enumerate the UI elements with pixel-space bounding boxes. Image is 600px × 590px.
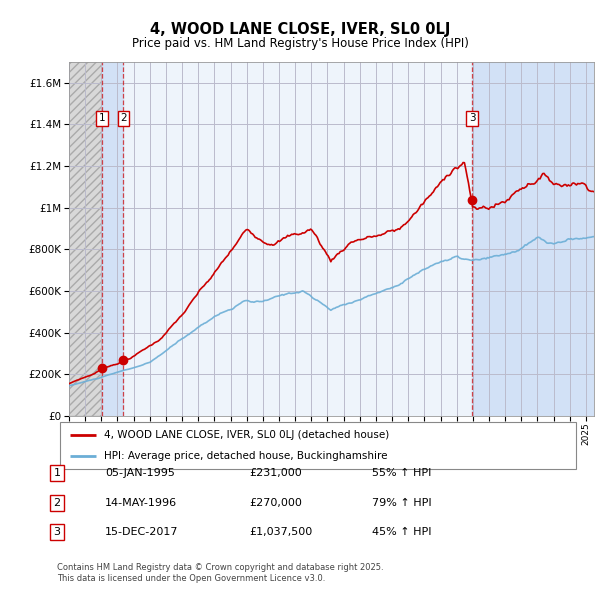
Text: £231,000: £231,000 bbox=[249, 468, 302, 478]
Text: 3: 3 bbox=[53, 527, 61, 537]
Text: 3: 3 bbox=[469, 113, 476, 123]
Bar bbox=[101, 62, 124, 416]
Bar bbox=[69, 62, 101, 416]
Text: 1: 1 bbox=[53, 468, 61, 478]
Text: 1: 1 bbox=[98, 113, 105, 123]
Text: 2: 2 bbox=[120, 113, 127, 123]
Text: 2: 2 bbox=[53, 498, 61, 507]
Text: 4, WOOD LANE CLOSE, IVER, SL0 0LJ: 4, WOOD LANE CLOSE, IVER, SL0 0LJ bbox=[150, 22, 450, 37]
Text: Contains HM Land Registry data © Crown copyright and database right 2025.: Contains HM Land Registry data © Crown c… bbox=[57, 563, 383, 572]
Text: This data is licensed under the Open Government Licence v3.0.: This data is licensed under the Open Gov… bbox=[57, 574, 325, 583]
Text: 79% ↑ HPI: 79% ↑ HPI bbox=[372, 498, 431, 507]
Text: 14-MAY-1996: 14-MAY-1996 bbox=[105, 498, 177, 507]
Text: Price paid vs. HM Land Registry's House Price Index (HPI): Price paid vs. HM Land Registry's House … bbox=[131, 37, 469, 50]
Text: 05-JAN-1995: 05-JAN-1995 bbox=[105, 468, 175, 478]
Text: 4, WOOD LANE CLOSE, IVER, SL0 0LJ (detached house): 4, WOOD LANE CLOSE, IVER, SL0 0LJ (detac… bbox=[104, 430, 389, 440]
Bar bbox=[472, 62, 594, 416]
Bar bbox=[69, 62, 101, 416]
Text: £270,000: £270,000 bbox=[249, 498, 302, 507]
Text: HPI: Average price, detached house, Buckinghamshire: HPI: Average price, detached house, Buck… bbox=[104, 451, 388, 461]
Text: 55% ↑ HPI: 55% ↑ HPI bbox=[372, 468, 431, 478]
Text: 15-DEC-2017: 15-DEC-2017 bbox=[105, 527, 179, 537]
Text: 45% ↑ HPI: 45% ↑ HPI bbox=[372, 527, 431, 537]
Text: £1,037,500: £1,037,500 bbox=[249, 527, 312, 537]
